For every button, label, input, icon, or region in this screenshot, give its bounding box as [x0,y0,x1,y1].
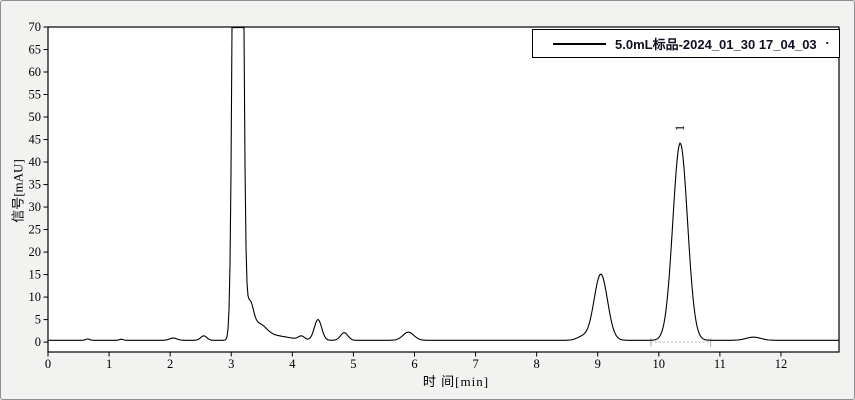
legend-trailing-dot: . [825,32,829,47]
signal-trace [48,27,839,341]
y-tick-label: 50 [29,110,42,124]
y-axis-label: 信号[mAU] [10,159,26,223]
y-tick-label: 30 [29,200,42,214]
y-tick-label: 60 [29,65,42,79]
y-tick-label: 35 [29,178,42,192]
legend-box: 5.0mL标品-2024_01_30 17_04_03 . [532,29,840,58]
y-tick-label: 65 [29,43,42,57]
x-axis-label: 时 间[min] [422,374,490,389]
legend-series-label: 5.0mL标品-2024_01_30 17_04_03 [615,37,817,52]
x-tick-label: 6 [411,357,417,371]
x-tick-label: 5 [350,357,356,371]
y-tick-label: 10 [29,290,42,304]
y-tick-label: 45 [29,133,42,147]
y-tick-label: 40 [29,155,42,169]
peak-number-label: 1 [673,125,687,131]
x-tick-label: 9 [595,357,601,371]
y-tick-label: 55 [29,88,42,102]
x-tick-label: 4 [289,357,296,371]
x-tick-label: 2 [167,357,173,371]
legend-line-sample [553,42,606,45]
plot-area [47,26,840,353]
x-tick-label: 10 [653,357,666,371]
y-tick-label: 5 [35,313,41,327]
y-tick-label: 15 [29,268,42,282]
y-tick-label: 0 [35,335,41,349]
y-tick-label: 25 [29,223,42,237]
x-tick-label: 11 [714,357,726,371]
x-tick-label: 1 [106,357,112,371]
x-tick-label: 8 [534,357,540,371]
y-tick-label: 70 [29,20,42,34]
x-tick-label: 0 [45,357,51,371]
x-tick-label: 3 [228,357,234,371]
x-tick-label: 7 [472,357,478,371]
y-tick-label: 20 [29,245,42,259]
x-tick-label: 12 [775,357,788,371]
